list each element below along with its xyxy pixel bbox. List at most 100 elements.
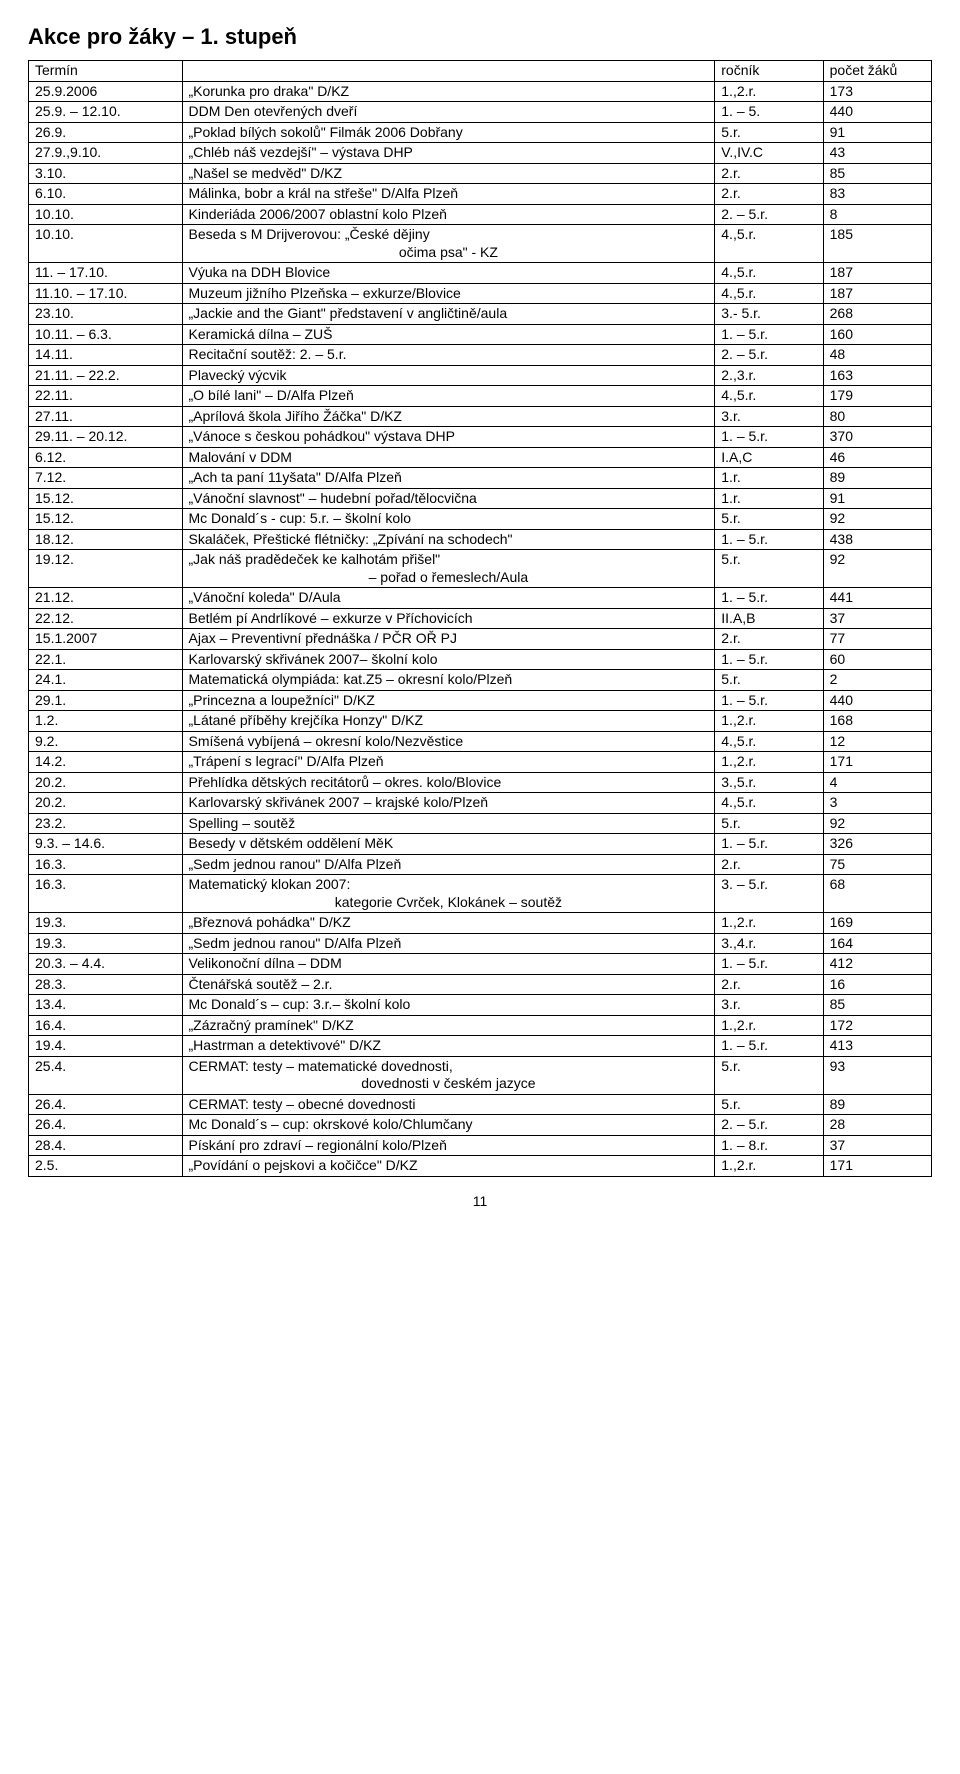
cell-grade: 3.,5.r. — [715, 772, 823, 793]
table-row: 13.4.Mc Donald´s – cup: 3.r.– školní kol… — [29, 995, 932, 1016]
cell-grade: 2.r. — [715, 629, 823, 650]
cell-date: 19.3. — [29, 913, 183, 934]
cell-count: 16 — [823, 974, 931, 995]
table-row: 15.12.„Vánoční slavnost" – hudební pořad… — [29, 488, 932, 509]
cell-grade: 5.r. — [715, 1094, 823, 1115]
cell-count: 91 — [823, 488, 931, 509]
cell-grade: 1. – 5.r. — [715, 427, 823, 448]
cell-count: 85 — [823, 163, 931, 184]
cell-title: Matematická olympiáda: kat.Z5 – okresní … — [182, 670, 715, 691]
table-row: 25.4.CERMAT: testy – matematické dovedno… — [29, 1056, 932, 1094]
cell-count: 60 — [823, 649, 931, 670]
cell-grade: 3.,4.r. — [715, 933, 823, 954]
table-row: 1.2.„Látané příběhy krejčíka Honzy" D/KZ… — [29, 711, 932, 732]
cell-date: 28.4. — [29, 1135, 183, 1156]
cell-date: 10.10. — [29, 204, 183, 225]
cell-grade: 3.- 5.r. — [715, 304, 823, 325]
cell-date: 10.10. — [29, 225, 183, 263]
cell-title: Recitační soutěž: 2. – 5.r. — [182, 345, 715, 366]
cell-title: „Ach ta paní 11yšata" D/Alfa Plzeň — [182, 468, 715, 489]
cell-grade: 1.,2.r. — [715, 913, 823, 934]
cell-title: „Zázračný pramínek" D/KZ — [182, 1015, 715, 1036]
table-row: 24.1.Matematická olympiáda: kat.Z5 – okr… — [29, 670, 932, 691]
cell-title: Betlém pí Andrlíkové – exkurze v Příchov… — [182, 608, 715, 629]
cell-title: „Sedm jednou ranou" D/Alfa Plzeň — [182, 933, 715, 954]
cell-count: 85 — [823, 995, 931, 1016]
cell-count: 80 — [823, 406, 931, 427]
table-row: 26.9.„Poklad bílých sokolů" Filmák 2006 … — [29, 122, 932, 143]
cell-grade: II.A,B — [715, 608, 823, 629]
cell-grade: 1.,2.r. — [715, 1156, 823, 1177]
table-row: 16.3.Matematický klokan 2007:kategorie C… — [29, 875, 932, 913]
table-row: 15.12.Mc Donald´s - cup: 5.r. – školní k… — [29, 509, 932, 530]
cell-date: 19.4. — [29, 1036, 183, 1057]
table-row: 27.9.,9.10.„Chléb náš vezdejší" – výstav… — [29, 143, 932, 164]
table-row: 19.12.„Jak náš pradědeček ke kalhotám př… — [29, 550, 932, 588]
cell-title: „Hastrman a detektivové" D/KZ — [182, 1036, 715, 1057]
cell-date: 25.4. — [29, 1056, 183, 1094]
cell-date: 19.12. — [29, 550, 183, 588]
th-termin: Termín — [29, 61, 183, 82]
cell-grade: V.,IV.C — [715, 143, 823, 164]
cell-title: „Korunka pro draka" D/KZ — [182, 81, 715, 102]
cell-count: 438 — [823, 529, 931, 550]
table-row: 23.10.„Jackie and the Giant" představení… — [29, 304, 932, 325]
cell-date: 13.4. — [29, 995, 183, 1016]
cell-count: 440 — [823, 690, 931, 711]
cell-date: 2.5. — [29, 1156, 183, 1177]
cell-date: 19.3. — [29, 933, 183, 954]
table-row: 10.11. – 6.3.Keramická dílna – ZUŠ1. – 5… — [29, 324, 932, 345]
cell-grade: 1. – 8.r. — [715, 1135, 823, 1156]
cell-grade: 3.r. — [715, 406, 823, 427]
cell-count: 2 — [823, 670, 931, 691]
cell-grade: 5.r. — [715, 1056, 823, 1094]
cell-grade: 2. – 5.r. — [715, 204, 823, 225]
table-row: 23.2.Spelling – soutěž5.r.92 — [29, 813, 932, 834]
cell-grade: 2.,3.r. — [715, 365, 823, 386]
cell-count: 89 — [823, 1094, 931, 1115]
cell-date: 9.3. – 14.6. — [29, 834, 183, 855]
cell-count: 37 — [823, 608, 931, 629]
table-row: 14.2.„Trápení s legrací" D/Alfa Plzeň1.,… — [29, 752, 932, 773]
cell-count: 160 — [823, 324, 931, 345]
cell-grade: 4.,5.r. — [715, 793, 823, 814]
table-row: 3.10.„Našel se medvěd" D/KZ2.r.85 — [29, 163, 932, 184]
table-row: 25.9.2006„Korunka pro draka" D/KZ1.,2.r.… — [29, 81, 932, 102]
table-row: 27.11.„Aprílová škola Jiřího Žáčka" D/KZ… — [29, 406, 932, 427]
cell-grade: 2. – 5.r. — [715, 1115, 823, 1136]
table-row: 6.12.Malování v DDMI.A,C46 — [29, 447, 932, 468]
cell-count: 83 — [823, 184, 931, 205]
page-number: 11 — [28, 1193, 932, 1209]
cell-title: Smíšená vybíjená – okresní kolo/Nezvěsti… — [182, 731, 715, 752]
cell-title: Besedy v dětském oddělení MěK — [182, 834, 715, 855]
cell-date: 6.10. — [29, 184, 183, 205]
cell-title: „Sedm jednou ranou" D/Alfa Plzeň — [182, 854, 715, 875]
table-row: 19.3.„Sedm jednou ranou" D/Alfa Plzeň3.,… — [29, 933, 932, 954]
events-table: Termín ročník počet žáků 25.9.2006„Korun… — [28, 60, 932, 1177]
table-header-row: Termín ročník počet žáků — [29, 61, 932, 82]
cell-date: 26.4. — [29, 1115, 183, 1136]
table-row: 29.11. – 20.12.„Vánoce s českou pohádkou… — [29, 427, 932, 448]
table-row: 6.10.Málinka, bobr a král na střeše" D/A… — [29, 184, 932, 205]
cell-grade: 4.,5.r. — [715, 263, 823, 284]
table-row: 11. – 17.10.Výuka na DDH Blovice4.,5.r.1… — [29, 263, 932, 284]
cell-count: 3 — [823, 793, 931, 814]
table-row: 20.2.Karlovarský skřivánek 2007 – krajsk… — [29, 793, 932, 814]
cell-date: 29.11. – 20.12. — [29, 427, 183, 448]
table-row: 22.11.„O bílé lani" – D/Alfa Plzeň4.,5.r… — [29, 386, 932, 407]
table-row: 2.5.„Povídání o pejskovi a kočičce" D/KZ… — [29, 1156, 932, 1177]
cell-date: 15.12. — [29, 509, 183, 530]
cell-title: Muzeum jižního Plzeňska – exkurze/Blovic… — [182, 283, 715, 304]
table-row: 28.3.Čtenářská soutěž – 2.r.2.r.16 — [29, 974, 932, 995]
cell-count: 89 — [823, 468, 931, 489]
cell-count: 185 — [823, 225, 931, 263]
cell-count: 168 — [823, 711, 931, 732]
cell-count: 93 — [823, 1056, 931, 1094]
cell-count: 68 — [823, 875, 931, 913]
cell-title: „Jackie and the Giant" představení v ang… — [182, 304, 715, 325]
cell-date: 28.3. — [29, 974, 183, 995]
cell-count: 169 — [823, 913, 931, 934]
th-rocnik: ročník — [715, 61, 823, 82]
cell-grade: 2.r. — [715, 184, 823, 205]
cell-title: Mc Donald´s - cup: 5.r. – školní kolo — [182, 509, 715, 530]
